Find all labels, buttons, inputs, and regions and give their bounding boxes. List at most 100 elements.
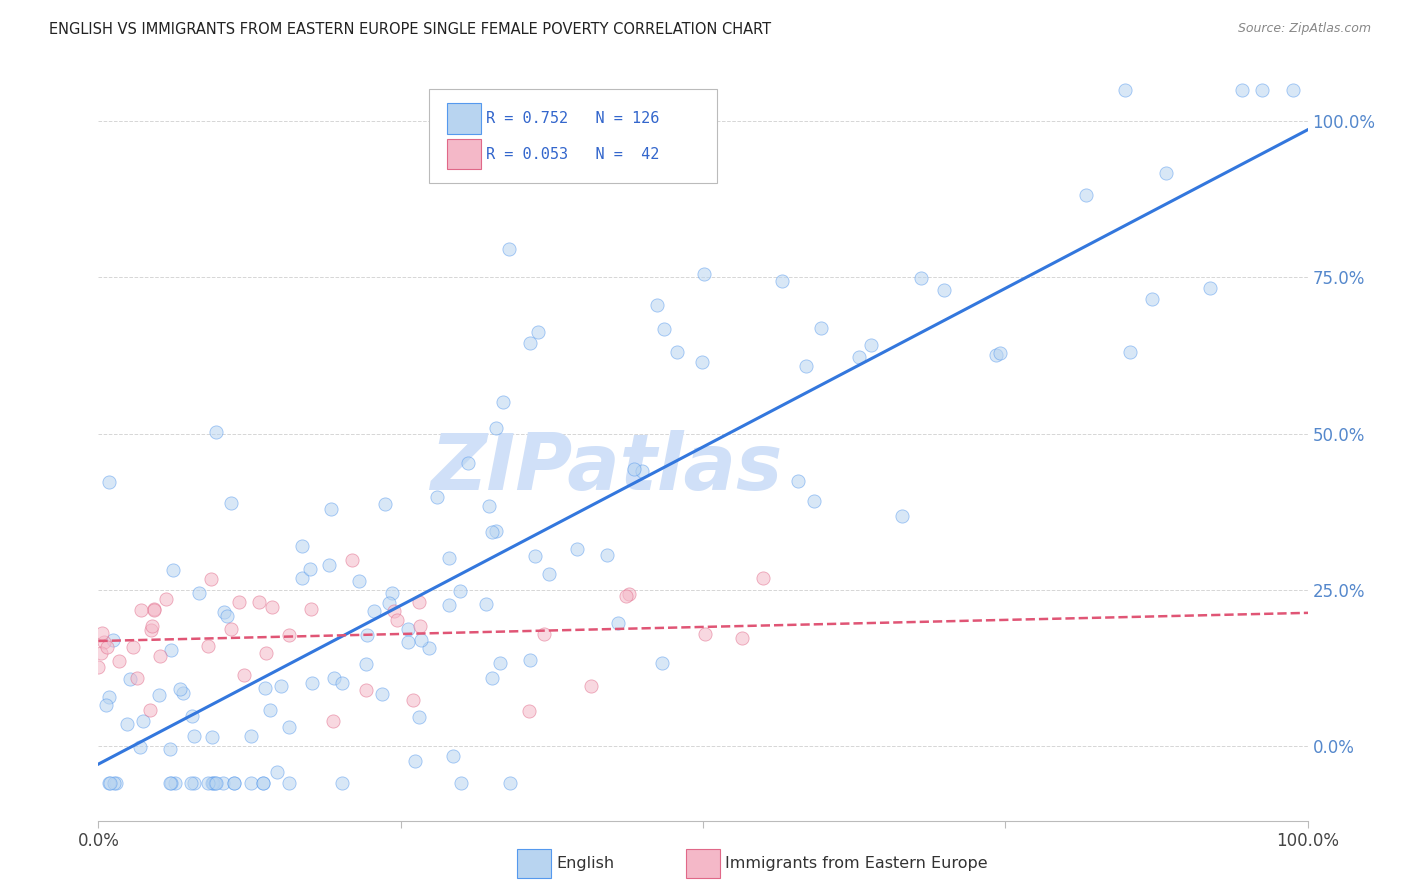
Point <box>181 709 204 723</box>
Point <box>619 587 641 601</box>
Point <box>291 539 314 553</box>
Point <box>266 764 288 779</box>
Point <box>149 648 172 663</box>
Point <box>623 462 645 476</box>
Point <box>291 571 314 585</box>
Point <box>986 348 1008 362</box>
Point <box>200 572 222 586</box>
Point <box>183 729 205 743</box>
Point <box>139 703 162 717</box>
Point <box>319 502 342 516</box>
Point <box>98 475 121 489</box>
Point <box>160 776 183 790</box>
Text: ENGLISH VS IMMIGRANTS FROM EASTERN EUROPE SINGLE FEMALE POVERTY CORRELATION CHAR: ENGLISH VS IMMIGRANTS FROM EASTERN EUROP… <box>49 22 772 37</box>
Point <box>517 705 540 719</box>
Point <box>90 625 112 640</box>
Point <box>219 495 242 509</box>
Point <box>249 595 271 609</box>
Point <box>98 776 121 790</box>
Point <box>409 618 432 632</box>
Point <box>381 586 404 600</box>
Point <box>730 632 752 646</box>
Point <box>666 345 689 359</box>
Point <box>533 627 555 641</box>
Point <box>498 776 520 790</box>
Point <box>90 646 112 660</box>
Point <box>1230 83 1253 97</box>
Point <box>538 566 561 581</box>
Point <box>108 654 131 668</box>
Point <box>654 322 676 336</box>
Text: English: English <box>557 856 614 871</box>
Point <box>159 742 181 756</box>
Point <box>222 776 245 790</box>
Point <box>449 584 471 599</box>
Point <box>1074 188 1097 202</box>
Point <box>382 604 405 618</box>
Point <box>411 633 433 648</box>
Point <box>159 776 181 790</box>
Point <box>278 720 301 734</box>
Point <box>183 776 205 790</box>
Point <box>1250 83 1272 97</box>
Point <box>180 776 202 790</box>
Point <box>498 242 520 256</box>
Point <box>527 325 550 339</box>
Point <box>201 776 224 790</box>
Point <box>215 609 238 624</box>
Point <box>579 680 602 694</box>
Point <box>803 494 825 508</box>
Point <box>120 672 142 686</box>
Point <box>787 474 810 488</box>
Point <box>253 681 276 695</box>
Point <box>122 640 145 654</box>
Point <box>330 776 353 790</box>
Point <box>770 274 793 288</box>
Point <box>354 683 377 698</box>
Point <box>254 646 277 660</box>
Point <box>103 776 125 790</box>
Point <box>197 776 219 790</box>
Point <box>131 603 153 617</box>
Text: Source: ZipAtlas.com: Source: ZipAtlas.com <box>1237 22 1371 36</box>
Point <box>475 598 498 612</box>
Point <box>485 421 508 435</box>
Point <box>200 776 222 790</box>
Point <box>197 639 219 653</box>
Point <box>1119 344 1142 359</box>
Point <box>222 776 245 790</box>
Point <box>651 656 673 670</box>
Text: R = 0.752   N = 126: R = 0.752 N = 126 <box>486 112 659 126</box>
Point <box>614 589 637 603</box>
Point <box>910 271 932 285</box>
Point <box>270 679 292 693</box>
Point <box>988 346 1011 360</box>
Point <box>205 425 228 439</box>
Point <box>890 508 912 523</box>
Point <box>148 689 170 703</box>
Point <box>128 739 150 754</box>
Point <box>301 675 323 690</box>
Point <box>524 549 547 563</box>
Point <box>347 574 370 588</box>
Point <box>457 456 479 470</box>
Point <box>1140 292 1163 306</box>
Point <box>299 602 322 616</box>
Point <box>219 622 242 636</box>
Point <box>478 500 501 514</box>
Point <box>631 464 654 478</box>
Point <box>647 298 669 312</box>
Point <box>259 703 281 717</box>
Point <box>143 603 166 617</box>
Point <box>690 354 713 368</box>
Point <box>252 776 274 790</box>
Point <box>519 335 541 350</box>
Point <box>794 359 817 374</box>
Text: ZIPatlas: ZIPatlas <box>430 431 782 507</box>
Point <box>101 632 124 647</box>
Point <box>212 606 235 620</box>
Point <box>277 628 299 642</box>
Text: Immigrants from Eastern Europe: Immigrants from Eastern Europe <box>725 856 988 871</box>
Point <box>277 776 299 790</box>
Point <box>396 635 419 649</box>
